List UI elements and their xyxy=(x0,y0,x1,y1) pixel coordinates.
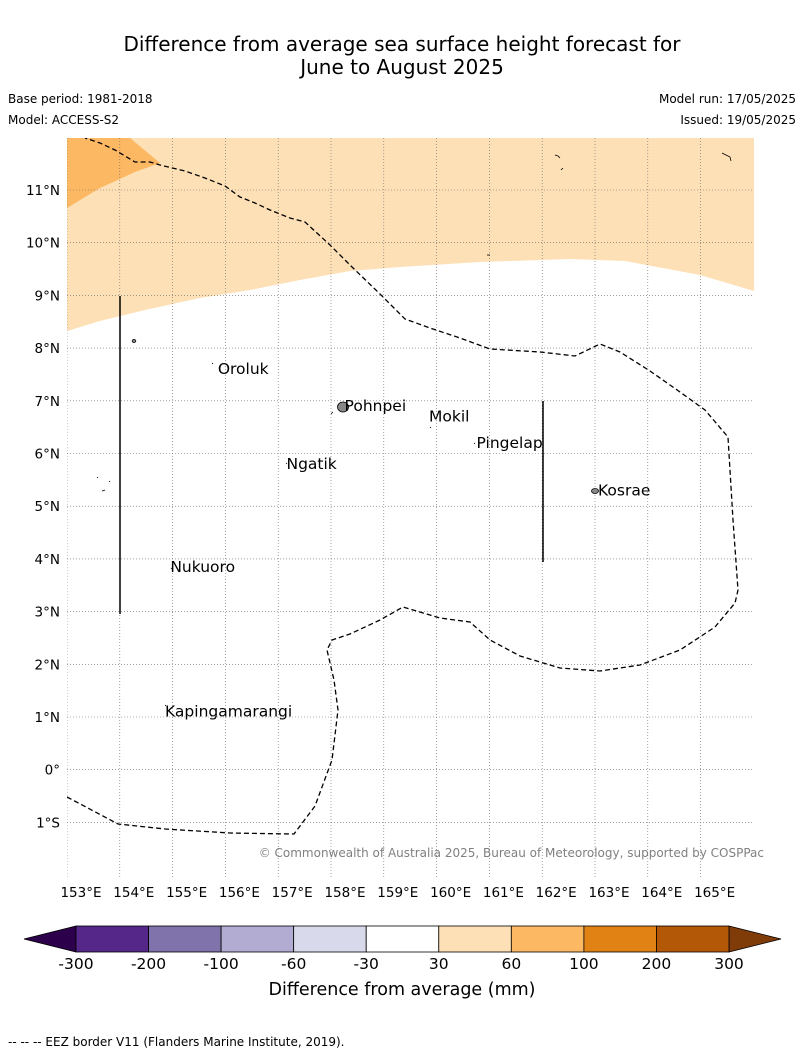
place-label-pohnpei: Pohnpei xyxy=(345,397,407,415)
longitude-tick-label: 162°E xyxy=(536,885,577,901)
latitude-tick-label: 5°N xyxy=(35,499,60,515)
place-label-oroluk: Oroluk xyxy=(218,360,269,378)
map-title-line2: June to August 2025 xyxy=(300,55,504,79)
model-run: Model run: 17/05/2025 xyxy=(658,92,796,106)
colorbar xyxy=(23,925,782,953)
model-name: Model: ACCESS-S2 xyxy=(8,113,120,127)
place-label-kosrae: Kosrae xyxy=(598,481,650,499)
colorbar-tick-labels: -300 -200 -100 -60 -30 30 60 100 200 300 xyxy=(58,955,743,973)
issued-date: Issued: 19/05/2025 xyxy=(680,113,796,127)
longitude-tick-label: 158°E xyxy=(324,885,365,901)
map-title-line1: Difference from average sea surface heig… xyxy=(123,32,681,56)
colorbar-tick-label: 200 xyxy=(642,955,672,973)
colorbar-segment xyxy=(583,925,657,953)
eez-footnote: -- -- -- EEZ border V11 (Flanders Marine… xyxy=(8,1035,345,1049)
longitude-tick-label: 160°E xyxy=(430,885,471,901)
colorbar-segment xyxy=(293,925,367,953)
colorbar-tick-label: -100 xyxy=(204,955,239,973)
islet xyxy=(554,154,564,171)
place-label-ngatik: Ngatik xyxy=(286,455,336,473)
latitude-tick-label: 1°N xyxy=(35,710,60,726)
latitude-tick-label: 1°S xyxy=(36,815,60,831)
eez-border xyxy=(67,138,739,835)
islet xyxy=(330,411,334,415)
place-label-mokil: Mokil xyxy=(429,408,469,426)
islet xyxy=(164,362,476,707)
colorbar-segment xyxy=(510,925,585,953)
kosrae-island xyxy=(591,488,599,494)
copyright-text: © Commonwealth of Australia 2025, Bureau… xyxy=(259,846,764,860)
islet xyxy=(721,152,732,162)
latitude-tick-label: 8°N xyxy=(35,341,60,357)
pohnpei-island xyxy=(337,401,349,413)
latitude-tick-label: 11°N xyxy=(26,183,60,199)
map-area xyxy=(67,138,754,878)
colorbar-tick-label: 300 xyxy=(714,955,744,973)
latitude-tick-label: 7°N xyxy=(35,394,60,410)
longitude-tick-label: 163°E xyxy=(588,885,629,901)
longitude-tick-label: 154°E xyxy=(113,885,154,901)
colorbar-segment xyxy=(220,925,295,953)
latitude-tick-label: 6°N xyxy=(35,447,60,463)
colorbar-tick-label: 30 xyxy=(429,955,449,973)
latitude-tick-label: 10°N xyxy=(26,236,60,252)
place-label-nukuoro: Nukuoro xyxy=(170,558,235,576)
island-markers xyxy=(96,152,732,707)
colorbar-tick-label: -60 xyxy=(281,955,306,973)
colorbar-segment xyxy=(438,925,512,953)
colorbar-under-arrow xyxy=(23,925,77,953)
longitude-tick-label: 153°E xyxy=(60,885,101,901)
colorbar-tick-label: -30 xyxy=(354,955,379,973)
islet xyxy=(131,338,137,343)
longitude-tick-label: 156°E xyxy=(219,885,260,901)
latitude-tick-label: 0° xyxy=(45,763,60,779)
place-labels: Oroluk Pohnpei Mokil Pingelap Ngatik Kosrae Nu… xyxy=(165,360,650,721)
longitude-tick-label: 159°E xyxy=(377,885,418,901)
anomaly-region-60-100 xyxy=(67,138,160,208)
longitude-tick-label: 165°E xyxy=(694,885,735,901)
base-period: Base period: 1981-2018 xyxy=(8,92,153,106)
colorbar-segment xyxy=(365,925,440,953)
colorbar-over-arrow xyxy=(728,925,782,953)
colorbar-label: Difference from average (mm) xyxy=(268,980,535,1000)
colorbar-segment xyxy=(656,925,730,953)
latitude-tick-label: 4°N xyxy=(35,552,60,568)
latitude-tick-label: 9°N xyxy=(35,288,60,304)
colorbar-tick-label: -300 xyxy=(58,955,93,973)
latitude-tick-label: 3°N xyxy=(35,605,60,621)
longitude-tick-label: 164°E xyxy=(641,885,682,901)
longitude-labels: 153°E 154°E 155°E 156°E 157°E 158°E 159°E 160°E… xyxy=(60,885,735,901)
colorbar-segment xyxy=(148,925,222,953)
anomaly-region-30-60 xyxy=(67,138,754,331)
colorbar-tick-label: -200 xyxy=(131,955,166,973)
colorbar-tick-label: 60 xyxy=(501,955,521,973)
colorbar-segment xyxy=(75,925,149,953)
gridlines xyxy=(67,138,754,878)
latitude-tick-label: 2°N xyxy=(35,657,60,673)
longitude-tick-label: 157°E xyxy=(272,885,313,901)
place-label-pingelap: Pingelap xyxy=(477,434,543,452)
longitude-tick-label: 155°E xyxy=(166,885,207,901)
latitude-labels: 11°N 10°N 9°N 8°N 7°N 6°N 5°N 4°N 3°N 2°N 1°N 0° 1°S xyxy=(26,183,60,831)
colorbar-tick-label: 100 xyxy=(569,955,599,973)
place-label-kapingamarangi: Kapingamarangi xyxy=(165,703,292,721)
longitude-tick-label: 161°E xyxy=(483,885,524,901)
islet xyxy=(96,476,111,492)
